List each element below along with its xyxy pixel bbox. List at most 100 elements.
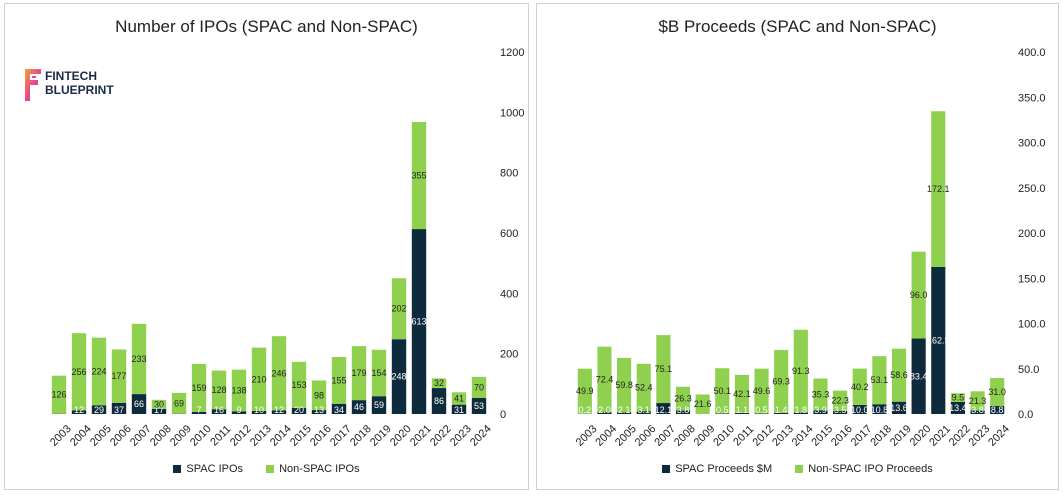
data-label-nonspac: 49.6 [753, 386, 771, 396]
x-tick-label: 2021 [927, 423, 953, 449]
y-tick-label: 0.0 [1018, 409, 1033, 421]
bar-nonspac [597, 346, 612, 413]
bar-nonspac [111, 349, 127, 403]
x-tick-label: 2016 [308, 423, 334, 449]
ipo-count-chart-panel: Number of IPOs (SPAC and Non-SPAC) FINTE… [4, 3, 529, 490]
data-label-spac: 29 [94, 405, 104, 415]
y-tick-label: 0 [500, 409, 506, 421]
x-tick-label: 2022 [428, 423, 454, 449]
x-tick-label: 2008 [672, 423, 698, 449]
x-tick-label: 2020 [388, 423, 414, 449]
x-tick-label: 2013 [770, 423, 796, 449]
data-label-spac: 16 [214, 405, 224, 415]
data-label-spac: 10.0 [851, 405, 869, 415]
bar-spac [411, 229, 427, 414]
bar-spac [471, 398, 487, 414]
data-label-spac: 10.8 [871, 405, 889, 415]
bar-nonspac [970, 391, 985, 411]
x-tick-label: 2013 [248, 423, 274, 449]
x-tick-label: 2003 [574, 423, 600, 449]
data-label-spac: 59 [374, 400, 384, 410]
x-tick-label: 2014 [790, 423, 816, 449]
y-tick-label: 300.0 [1018, 138, 1046, 150]
x-tick-label: 2019 [368, 423, 394, 449]
bar-spac [774, 412, 789, 414]
x-tick-label: 2011 [208, 423, 233, 448]
data-label-nonspac: 42.1 [733, 389, 751, 399]
data-label-spac: 83.4 [910, 371, 928, 381]
bar-nonspac [577, 368, 592, 414]
bar-nonspac [891, 348, 907, 402]
bar-nonspac [813, 378, 828, 411]
bar-spac [931, 266, 946, 414]
data-label-nonspac: 210 [251, 374, 266, 384]
y-tick-label: 1200 [500, 47, 524, 59]
data-label-nonspac: 30 [154, 399, 164, 409]
bar-nonspac [171, 392, 187, 414]
data-label-spac: 37 [114, 405, 124, 415]
bar-spac [331, 403, 347, 414]
x-tick-label: 2007 [128, 423, 154, 449]
data-label-spac: 31 [454, 405, 464, 415]
data-label-spac: 3.8 [677, 405, 690, 415]
data-label-spac: 0.2 [579, 405, 592, 415]
bar-spac [872, 404, 887, 414]
bar-nonspac [51, 375, 67, 414]
x-tick-label: 2003 [48, 423, 74, 449]
data-label-spac: 0.5 [716, 405, 729, 415]
logo-line-1: FINTECH [45, 69, 97, 83]
data-label-spac: 46 [354, 402, 364, 412]
data-label-spac: 1.4 [775, 405, 788, 415]
legend-item-nonspac: Non-SPAC IPOs [266, 463, 360, 475]
ipo-proceeds-chart-panel: $B Proceeds (SPAC and Non-SPAC) 0.0 50.0 1… [536, 3, 1059, 490]
bar-spac [970, 410, 985, 414]
data-label-spac: 66 [134, 399, 144, 409]
bar-spac [675, 410, 691, 414]
data-label-nonspac: 153 [291, 380, 306, 390]
bar-spac [131, 394, 147, 414]
data-label-nonspac: 69.3 [772, 376, 790, 386]
data-label-spac: 12.1 [655, 405, 673, 415]
bar-nonspac [774, 350, 789, 413]
x-tick-label: 2008 [148, 423, 174, 449]
x-tick-label: 2007 [652, 423, 678, 449]
data-label-spac: 3.8 [971, 405, 984, 415]
bar-spac [891, 401, 907, 414]
fintech-blueprint-logo: FINTECH BLUEPRINT [23, 67, 143, 103]
y-tick-label: 100.0 [1018, 319, 1046, 331]
x-tick-label: 2021 [408, 423, 434, 449]
y-tick-label: 400.0 [1018, 47, 1046, 59]
bar-nonspac [431, 378, 447, 389]
data-label-nonspac: 202 [391, 304, 406, 314]
chart-legend: SPAC Proceeds $M Non-SPAC IPO Proceeds [537, 463, 1058, 475]
bar-nonspac [271, 336, 287, 411]
data-label-spac: 12 [274, 405, 284, 415]
x-tick-label: 2022 [947, 423, 973, 449]
data-label-nonspac: 52.4 [635, 382, 653, 392]
data-label-nonspac: 128 [211, 385, 226, 395]
data-label-nonspac: 49.9 [576, 386, 594, 396]
x-tick-label: 2017 [328, 423, 354, 449]
data-label-nonspac: 50.1 [714, 386, 732, 396]
data-label-nonspac: 177 [111, 371, 126, 381]
bar-nonspac [311, 380, 327, 411]
x-tick-label: 2018 [868, 423, 894, 449]
bar-nonspac [251, 347, 267, 411]
bar-spac [91, 405, 107, 414]
x-tick-label: 2009 [168, 423, 194, 449]
bar-nonspac [734, 374, 749, 414]
y-tick-label: 400 [500, 288, 518, 300]
bar-spac [431, 388, 447, 414]
data-label-nonspac: 233 [131, 354, 146, 364]
legend-item-nonspac: Non-SPAC IPO Proceeds [795, 463, 933, 475]
x-tick-label: 2005 [613, 423, 639, 449]
bar-spac [833, 410, 848, 414]
bar-nonspac [91, 337, 107, 406]
data-label-nonspac: 40.2 [851, 382, 869, 392]
data-label-spac: 248 [391, 372, 406, 382]
bar-spac [636, 411, 651, 414]
x-tick-label: 2012 [751, 423, 777, 449]
x-tick-label: 2024 [986, 423, 1012, 449]
bar-spac [852, 404, 867, 414]
data-label-nonspac: 91.3 [792, 366, 810, 376]
